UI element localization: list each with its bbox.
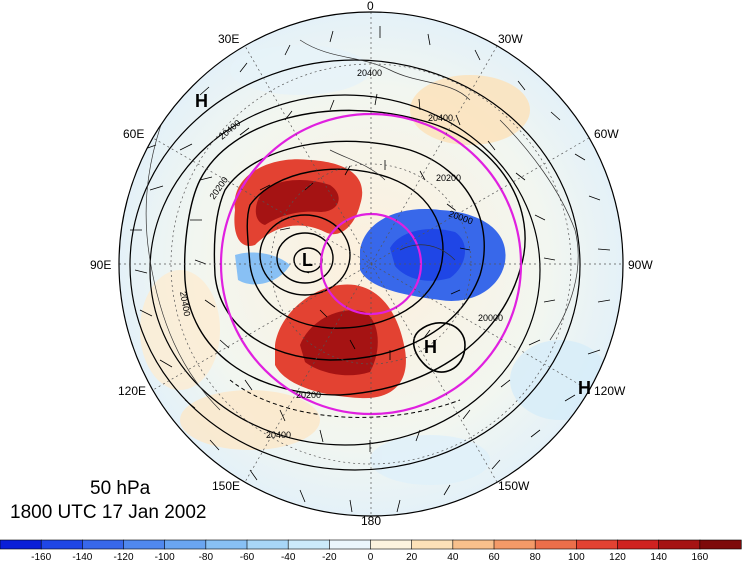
height-contours xyxy=(129,59,581,471)
colorbar-ticks: -160 -140 -120 -100 -80 -60 -40 -20 0 20 40 60 80 100… xyxy=(31,552,708,561)
colorbar-tick-label: -20 xyxy=(322,552,337,561)
contour-20400 xyxy=(183,109,526,396)
colorbar: -160 -140 -120 -100 -80 -60 -40 -20 0 20 40 60 80 100… xyxy=(0,539,742,561)
contour-high-closed xyxy=(412,321,466,373)
longitude-label-90e: 90E xyxy=(90,258,112,272)
positive-anomaly-north xyxy=(234,159,363,246)
contour-outer-2 xyxy=(149,94,541,446)
colorbar-tick-label: 100 xyxy=(568,552,585,561)
colorbar-box xyxy=(658,539,701,550)
colorbar-tick-label: 20 xyxy=(406,552,418,561)
colorbar-box xyxy=(329,539,372,550)
colorbar-box xyxy=(164,539,207,550)
contour-outer-1 xyxy=(129,59,581,471)
high-pressure-center: H xyxy=(578,378,591,398)
graticule xyxy=(119,12,623,516)
coastlines xyxy=(145,39,579,411)
longitude-label-30e: 30E xyxy=(218,32,240,46)
colorbar-tick-label: -60 xyxy=(240,552,255,561)
colorbar-tick-label: 140 xyxy=(650,552,667,561)
map-border xyxy=(118,11,624,517)
colorbar-box xyxy=(205,539,248,550)
colorbar-box xyxy=(0,539,42,550)
colorbar-box xyxy=(452,539,495,550)
polar-stereographic-map: 20400 20400 20400 20200 20200 20000 2000… xyxy=(118,11,624,517)
colorbar-tick-label: 120 xyxy=(609,552,626,561)
low-pressure-center: L xyxy=(302,250,313,270)
high-pressure-center: H xyxy=(195,91,208,111)
contour-dashed xyxy=(229,379,461,418)
contour-low-inner-1 xyxy=(259,214,351,296)
colorbar-box xyxy=(123,539,166,550)
colorbar-tick-label: 60 xyxy=(488,552,500,561)
colorbar-box xyxy=(370,539,413,550)
contour-low-inner-2 xyxy=(276,232,334,284)
colorbar-tick-label: -140 xyxy=(72,552,92,561)
colorbar-box xyxy=(617,539,660,550)
title-time: 1800 UTC 17 Jan 2002 xyxy=(10,502,207,523)
longitude-label-60w: 60W xyxy=(594,127,619,141)
contour-label: 20000 xyxy=(478,313,503,323)
contour-label: 20400 xyxy=(266,430,291,440)
colorbar-box xyxy=(576,539,619,550)
contour-label: 20400 xyxy=(428,113,453,123)
colorbar-tick-label: -40 xyxy=(281,552,296,561)
contour-label: 20200 xyxy=(296,390,321,400)
colorbar-box xyxy=(40,539,83,550)
colorbar-tick-label: 0 xyxy=(368,552,374,561)
colorbar-boxes xyxy=(0,539,742,550)
colorbar-tick-label: -160 xyxy=(31,552,51,561)
longitude-label-60e: 60E xyxy=(123,127,145,141)
colorbar-box xyxy=(493,539,536,550)
high-pressure-center: H xyxy=(424,337,437,357)
colorbar-tick-label: -80 xyxy=(199,552,214,561)
colorbar-tick-label: -120 xyxy=(113,552,133,561)
colorbar-tick-label: 40 xyxy=(447,552,459,561)
shading-light-patches xyxy=(140,45,610,485)
longitude-label-0: 0 xyxy=(367,0,374,13)
title-level: 50 hPa xyxy=(90,478,151,499)
colorbar-box xyxy=(699,539,742,550)
contour-20000 xyxy=(246,168,444,329)
longitude-label-30w: 30W xyxy=(498,32,523,46)
longitude-label-120e: 120E xyxy=(118,384,147,398)
longitude-label-90w: 90W xyxy=(628,258,653,272)
colorbar-box xyxy=(82,539,125,550)
longitude-label-120w: 120W xyxy=(594,384,626,398)
colorbar-box xyxy=(411,539,454,550)
contour-20200 xyxy=(213,140,485,361)
colorbar-box xyxy=(534,539,577,550)
colorbar-box xyxy=(287,539,330,550)
longitude-label-180: 180 xyxy=(361,514,382,528)
contour-label: 20400 xyxy=(357,68,382,78)
longitude-label-150w: 150W xyxy=(498,479,530,493)
colorbar-tick-label: 80 xyxy=(530,552,542,561)
colorbar-box xyxy=(246,539,289,550)
longitude-label-150e: 150E xyxy=(212,479,241,493)
contour-label: 20200 xyxy=(436,173,461,183)
colorbar-tick-label: -100 xyxy=(155,552,175,561)
contour-label: 20400 xyxy=(178,291,192,317)
colorbar-tick-label: 160 xyxy=(691,552,708,561)
